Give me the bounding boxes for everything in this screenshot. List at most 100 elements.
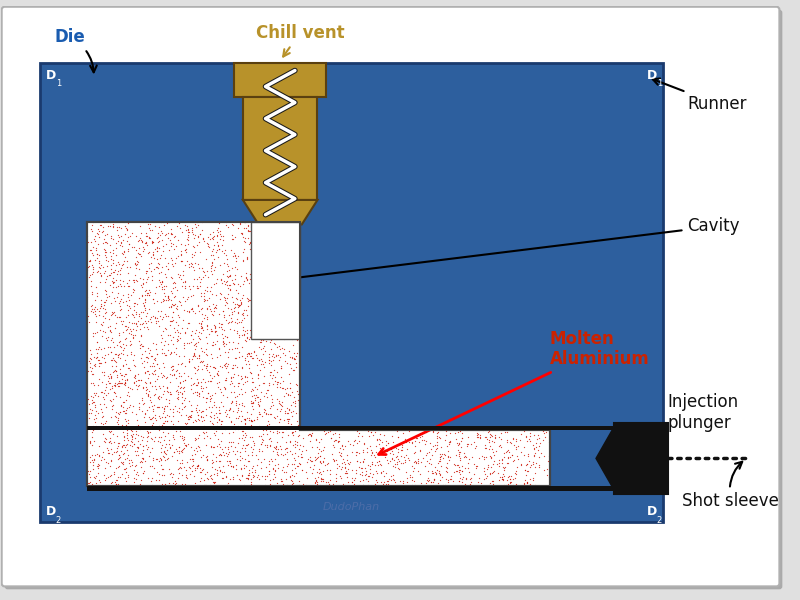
Point: [188, 230, 201, 239]
Point: [529, 469, 542, 478]
Point: [288, 268, 301, 278]
Point: [347, 436, 360, 446]
Point: [158, 480, 170, 490]
Point: [216, 329, 229, 338]
Point: [198, 416, 210, 425]
Point: [325, 433, 338, 442]
Point: [98, 238, 111, 247]
Point: [236, 362, 249, 371]
Point: [206, 259, 218, 268]
Point: [190, 461, 203, 471]
Point: [214, 231, 227, 241]
Point: [497, 475, 510, 484]
Point: [403, 470, 416, 479]
Point: [477, 452, 490, 462]
Point: [103, 378, 116, 388]
Point: [269, 339, 282, 349]
Point: [277, 428, 290, 437]
Point: [326, 479, 339, 488]
Point: [191, 410, 204, 419]
Point: [114, 472, 126, 482]
Point: [522, 466, 534, 476]
Point: [93, 475, 106, 485]
Point: [112, 352, 125, 362]
Point: [259, 220, 272, 229]
Point: [124, 340, 137, 349]
Point: [120, 391, 133, 400]
Point: [521, 466, 534, 475]
Point: [174, 271, 186, 280]
Point: [154, 460, 167, 469]
Point: [234, 218, 247, 227]
Point: [238, 414, 251, 424]
Point: [126, 429, 139, 439]
Point: [247, 440, 260, 450]
Point: [218, 277, 230, 286]
Point: [495, 472, 508, 481]
Point: [230, 362, 243, 371]
Point: [410, 433, 422, 443]
Point: [136, 349, 149, 358]
Point: [217, 337, 230, 347]
Point: [129, 361, 142, 371]
Point: [252, 270, 265, 280]
Point: [200, 361, 213, 370]
Point: [121, 422, 134, 432]
Point: [282, 391, 294, 400]
Point: [85, 224, 98, 234]
Point: [93, 232, 106, 242]
Point: [441, 458, 454, 467]
Point: [127, 473, 140, 483]
Point: [211, 225, 224, 235]
Point: [205, 442, 218, 452]
Point: [214, 350, 226, 360]
Point: [231, 413, 244, 423]
Point: [260, 409, 273, 419]
Point: [228, 317, 241, 326]
Point: [222, 310, 235, 319]
Point: [235, 331, 248, 340]
Point: [278, 301, 290, 310]
Point: [191, 217, 204, 227]
Point: [210, 466, 223, 475]
Point: [529, 462, 542, 472]
Point: [224, 373, 237, 382]
Point: [291, 389, 304, 399]
Point: [485, 452, 498, 462]
Point: [271, 460, 284, 469]
Point: [178, 375, 191, 385]
Point: [116, 440, 129, 450]
Point: [90, 288, 103, 298]
Point: [208, 306, 221, 316]
Point: [293, 301, 306, 311]
Point: [369, 452, 382, 462]
Point: [165, 229, 178, 239]
Point: [374, 469, 387, 478]
Point: [381, 455, 394, 465]
Point: [219, 406, 232, 415]
Point: [286, 407, 299, 416]
Point: [151, 263, 164, 272]
Point: [90, 250, 103, 259]
Point: [334, 473, 347, 482]
Point: [318, 426, 330, 436]
Point: [130, 231, 143, 241]
Point: [142, 289, 154, 298]
Point: [274, 334, 287, 343]
Point: [202, 293, 215, 303]
Point: [244, 238, 257, 248]
Point: [506, 433, 519, 443]
Point: [98, 217, 110, 226]
Point: [411, 466, 424, 476]
Point: [258, 406, 271, 415]
Point: [206, 419, 219, 428]
Point: [86, 307, 99, 317]
Point: [110, 446, 123, 455]
Point: [260, 230, 273, 240]
Point: [133, 235, 146, 245]
Point: [246, 398, 259, 408]
Point: [130, 416, 143, 425]
Point: [106, 307, 118, 317]
Point: [428, 475, 441, 485]
Point: [455, 433, 468, 443]
